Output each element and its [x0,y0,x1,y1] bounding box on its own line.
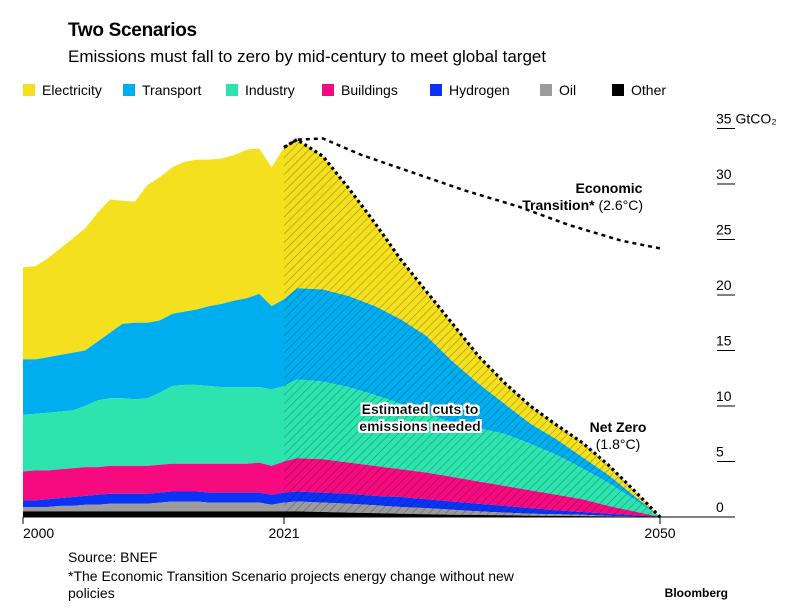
net-zero-temperature: (1.8°C) [596,436,641,452]
economic-transition-label-1: Economic [576,180,643,196]
cuts-annotation-line-1: Estimated cuts to [362,401,479,417]
cuts-annotation-line-2: emissions needed [359,418,480,434]
legend-swatch [322,84,334,96]
economic-transition-temperature: (2.6°C) [595,197,643,213]
legend-item-buildings: Buildings [322,82,398,98]
legend-swatch [430,84,442,96]
economic-transition-name: Transition* [522,197,595,213]
x-tick-label: 2000 [23,525,54,541]
economic-transition-line [283,137,661,250]
legend-item-oil: Oil [540,82,576,98]
footnote-line-1: *The Economic Transition Scenario projec… [68,568,514,584]
area-electricity [23,139,660,517]
legend-swatch [540,84,552,96]
legend-swatch [23,84,35,96]
legend-label: Hydrogen [449,82,510,98]
y-tick-label: 0 [716,499,724,515]
bloomberg-logo: Bloomberg [664,586,728,600]
chart-subtitle: Emissions must fall to zero by mid-centu… [68,47,547,66]
legend-item-industry: Industry [226,82,295,98]
y-tick-label: 5 [716,444,724,460]
projection-hatch [284,139,661,517]
legend-item-hydrogen: Hydrogen [430,82,510,98]
legend-label: Industry [245,82,295,98]
y-tick-label: 15 [716,333,732,349]
chart-title: Two Scenarios [68,20,197,41]
legend-label: Buildings [341,82,398,98]
legend-label: Transport [142,82,202,98]
net-zero-line [283,137,662,519]
footnote-line-2: policies [68,585,115,601]
y-tick-label: 25 [716,222,732,238]
legend-swatch [226,84,238,96]
y-tick-label: 35 GtCO₂ [716,111,777,127]
economic-transition-label-2: Transition* (2.6°C) [522,197,643,213]
y-tick-label: 20 [716,277,732,293]
source-note: Source: BNEF [68,549,158,565]
legend-label: Other [631,82,667,98]
x-tick-label: 2050 [644,525,675,541]
legend-swatch [123,84,135,96]
legend-item-transport: Transport [123,82,201,98]
net-zero-label: Net Zero [590,419,647,435]
legend-item-other: Other [612,82,666,98]
area-transport [23,288,660,517]
x-tick-label: 2021 [268,525,299,541]
y-tick-label: 30 [716,166,732,182]
legend-label: Electricity [42,82,102,98]
legend-label: Oil [559,82,577,98]
y-tick-label: 10 [716,388,732,404]
legend-item-electricity: Electricity [23,82,102,98]
legend-swatch [612,84,624,96]
